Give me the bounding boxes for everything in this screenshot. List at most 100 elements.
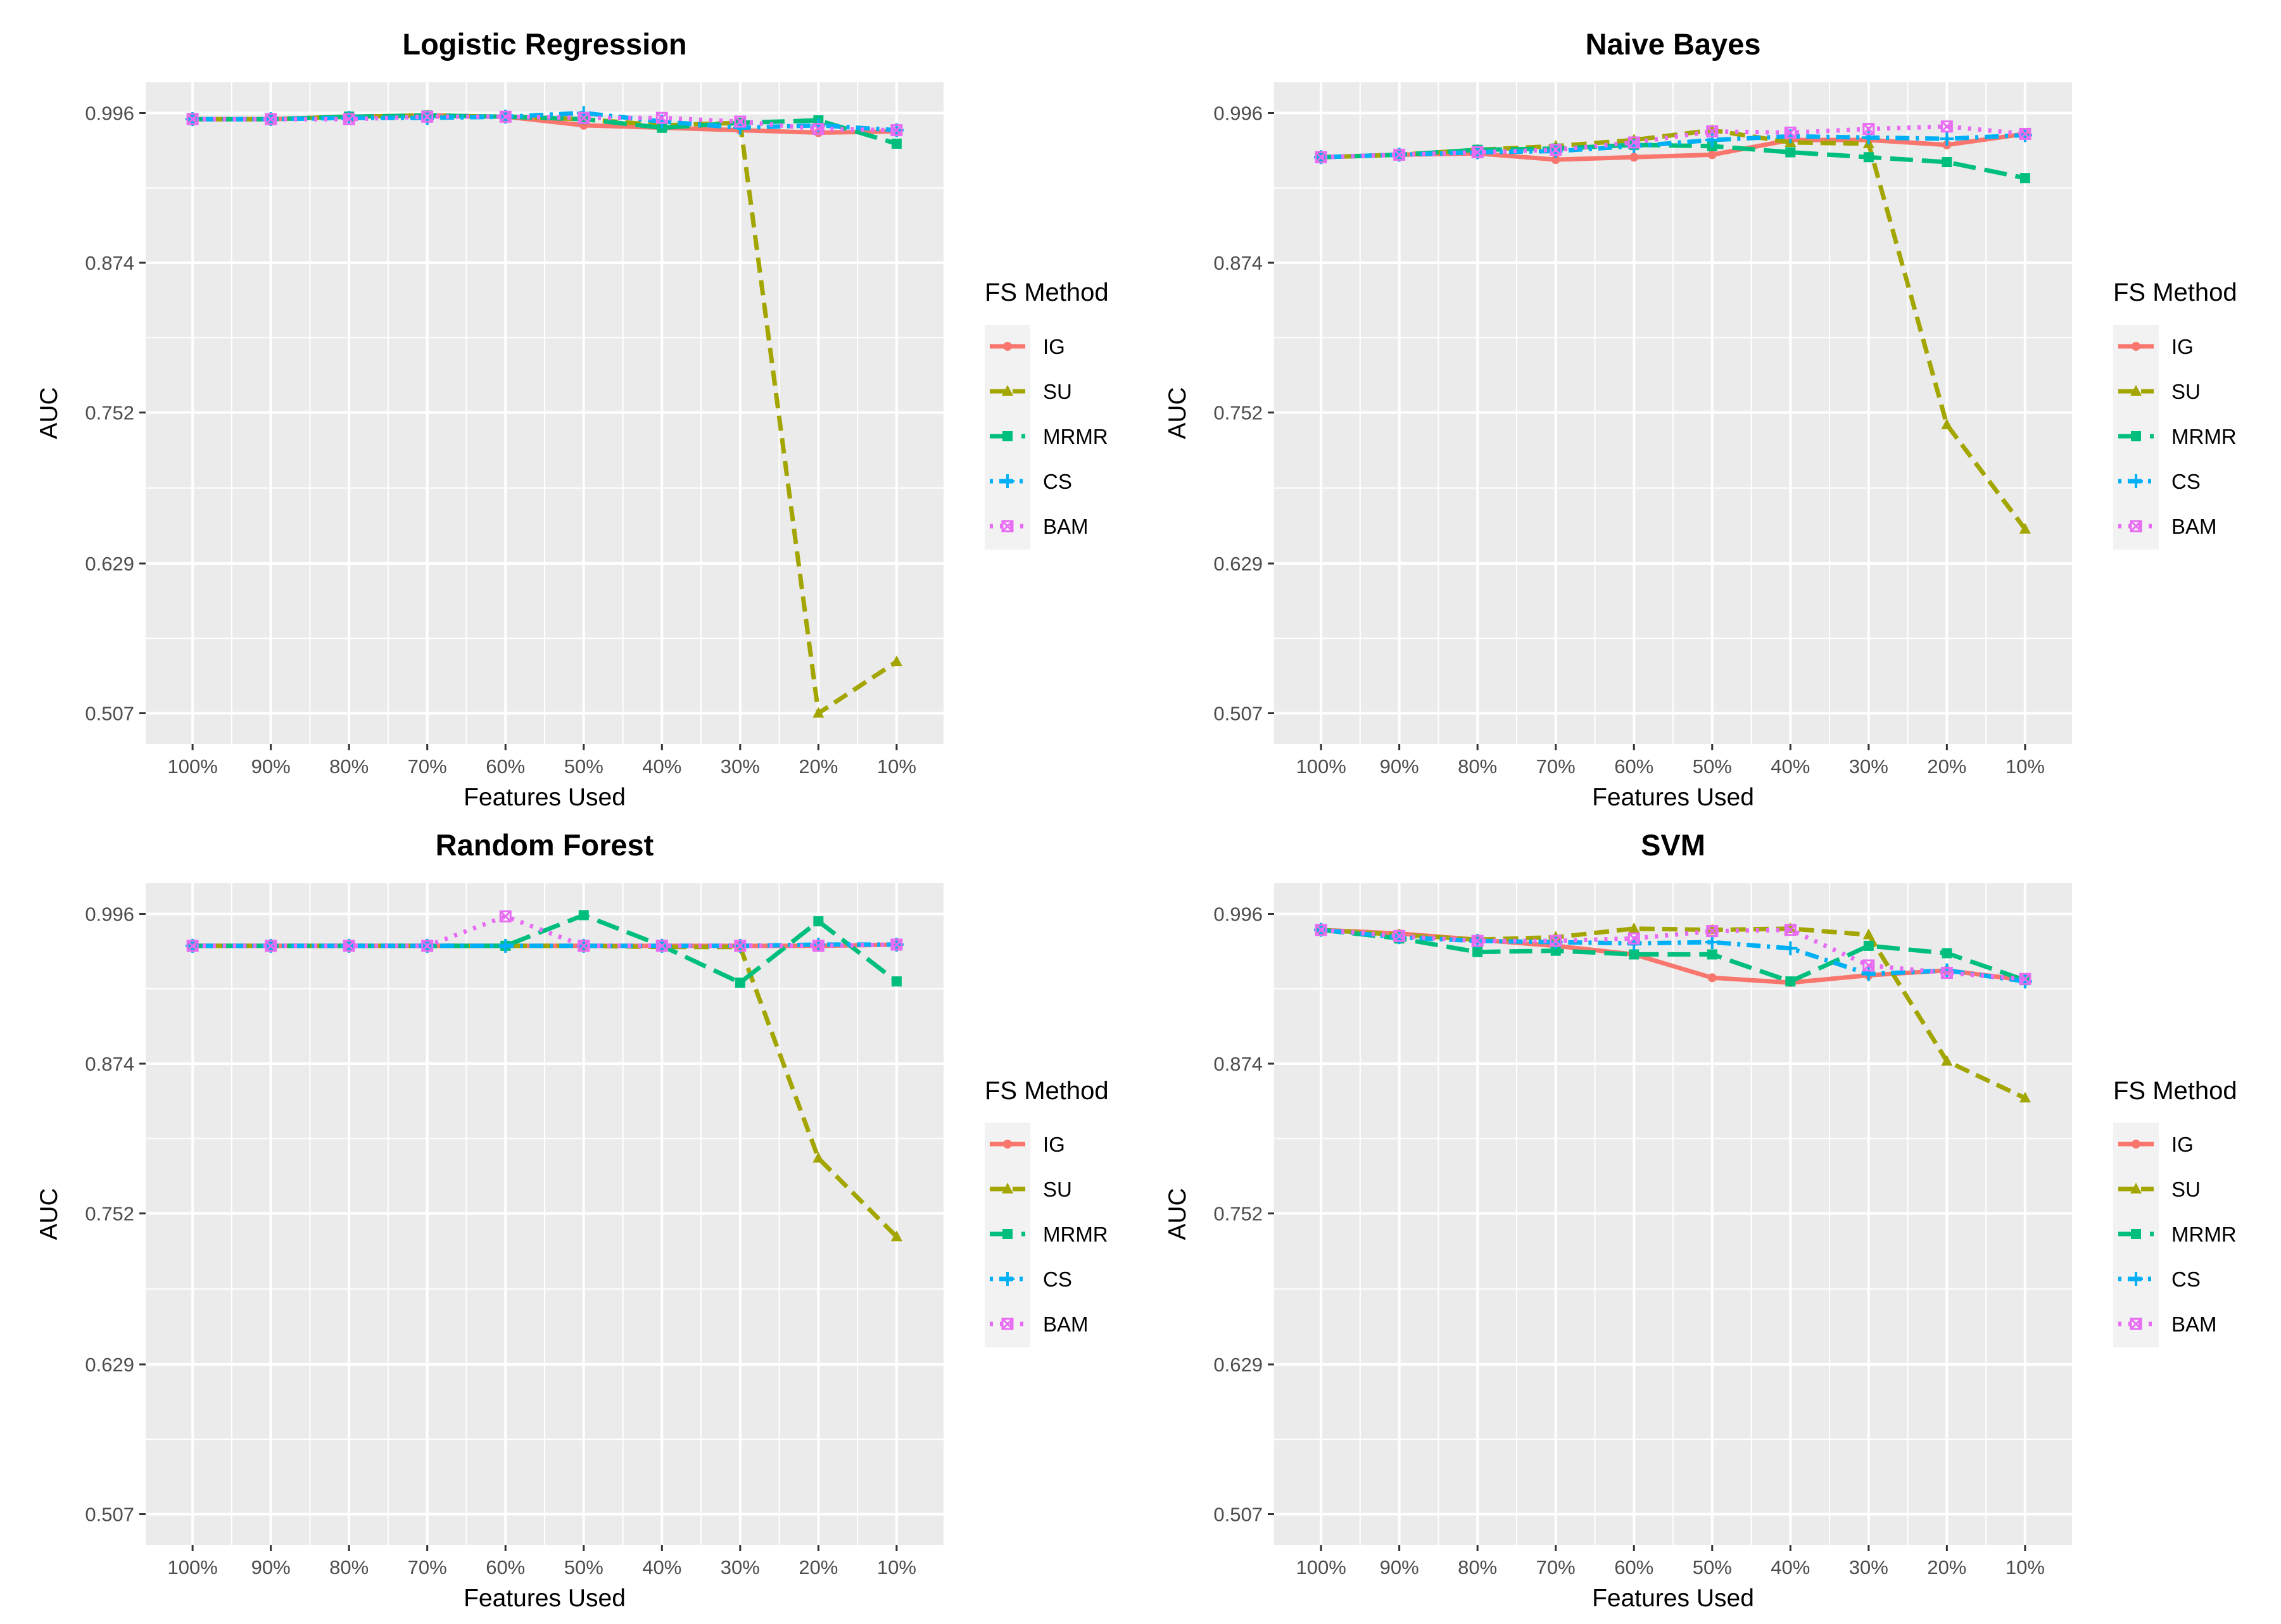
y-axis-label: AUC (35, 1188, 63, 1240)
data-point-su (1941, 418, 1953, 429)
data-point-su (890, 655, 902, 667)
x-tick-label: 80% (329, 1556, 369, 1578)
legend-title: FS Method (2113, 279, 2237, 306)
data-point-mrmr (1863, 152, 1874, 163)
chart-title: Naive Bayes (1586, 27, 1761, 61)
legend: FS Method IG SU MRMR CS BAM (2113, 279, 2237, 550)
plot-area (1314, 922, 2032, 1103)
legend-key-marker (2132, 342, 2140, 351)
y-tick-label: 0.629 (1213, 1354, 1263, 1376)
y-axis-label: AUC (1164, 387, 1191, 439)
legend-title: FS Method (985, 279, 1109, 306)
legend-label-su: SU (2171, 380, 2201, 403)
x-tick-label: 60% (486, 1556, 525, 1578)
data-point-bam (1471, 935, 1484, 947)
legend-key-marker (2131, 1229, 2141, 1239)
x-tick-label: 10% (2006, 755, 2045, 777)
data-point-su (1941, 1055, 1953, 1066)
data-point-cs (1705, 133, 1719, 148)
panel-3: 0.507 0.629 0.752 0.874 0.996 100% 90% 80% 70% 60… (1164, 828, 2237, 1612)
x-tick-label: 30% (1849, 755, 1888, 777)
x-tick-label: 90% (251, 1556, 291, 1578)
series-line-cs (193, 942, 897, 948)
data-point-bam (186, 940, 199, 952)
data-point-mrmr (1785, 976, 1796, 987)
x-tick-label: 20% (1927, 755, 1966, 777)
x-tick-label: 100% (1296, 1556, 1346, 1578)
x-tick-label: 10% (877, 1556, 916, 1578)
panel-0: 0.507 0.629 0.752 0.874 0.996 100% 90% 80% 70% 60… (35, 27, 1109, 811)
data-point-bam (812, 123, 825, 135)
y-tick-label: 0.629 (85, 1354, 134, 1376)
x-tick-label: 30% (721, 1556, 760, 1578)
data-point-bam (1706, 925, 1719, 938)
y-tick-label: 0.752 (85, 402, 134, 424)
data-point-bam (1550, 144, 1562, 156)
plot-area (186, 106, 904, 718)
data-point-bam (265, 940, 277, 952)
panel-2: 0.507 0.629 0.752 0.874 0.996 100% 90% 80% 70% 60… (35, 828, 1109, 1612)
legend-title: FS Method (985, 1077, 1109, 1105)
legend-label-cs: CS (2171, 470, 2201, 493)
legend-label-cs: CS (1043, 470, 1072, 493)
x-tick-label: 40% (642, 1556, 681, 1578)
legend-label-su: SU (2171, 1178, 2201, 1201)
y-tick-label: 0.752 (1213, 1203, 1263, 1225)
legend-key-marker (2130, 1183, 2142, 1193)
x-tick-label: 60% (486, 755, 525, 777)
legend-label-mrmr: MRMR (1043, 425, 1108, 448)
data-point-mrmr (891, 976, 902, 987)
legend-label-cs: CS (2171, 1268, 2201, 1291)
x-tick-label: 50% (1693, 755, 1732, 777)
data-point-ig (1629, 153, 1639, 162)
data-point-mrmr (1863, 940, 1874, 951)
x-tick-label: 60% (1614, 755, 1653, 777)
data-point-bam (421, 940, 434, 952)
data-point-bam (1940, 120, 1953, 133)
data-point-bam (655, 111, 668, 124)
x-tick-label: 50% (564, 755, 603, 777)
legend-key-marker (2130, 1318, 2142, 1330)
legend-key-marker (2132, 1140, 2140, 1149)
data-point-cs (498, 938, 513, 953)
x-axis-label: Features Used (1592, 784, 1754, 811)
data-point-cs (1705, 935, 1719, 950)
legend-key-marker (2129, 1272, 2143, 1286)
x-tick-label: 40% (1771, 1556, 1810, 1578)
x-tick-label: 20% (799, 755, 838, 777)
data-point-bam (1471, 146, 1484, 159)
data-point-cs (1861, 967, 1876, 981)
legend-key-marker (1002, 385, 1013, 396)
panel-1: 0.507 0.629 0.752 0.874 0.996 100% 90% 80% 70% 60… (1164, 27, 2237, 811)
x-axis-label: Features Used (1592, 1585, 1754, 1612)
legend-key-marker (2130, 385, 2142, 396)
legend-key-marker (1001, 1272, 1014, 1286)
series-line-mrmr (1320, 142, 2026, 180)
y-tick-label: 0.629 (1213, 553, 1263, 575)
data-point-bam (1315, 151, 1327, 163)
legend-label-bam: BAM (2171, 1312, 2217, 1336)
legend-key-marker (1002, 1229, 1013, 1239)
x-tick-label: 30% (1849, 1556, 1888, 1578)
data-point-mrmr (578, 910, 589, 921)
x-tick-label: 50% (1693, 1556, 1732, 1578)
legend-label-ig: IG (2171, 1133, 2194, 1156)
legend: FS Method IG SU MRMR CS BAM (985, 1077, 1109, 1347)
data-point-bam (343, 113, 355, 125)
legend-label-bam: BAM (1043, 1312, 1089, 1336)
data-point-bam (1550, 935, 1562, 947)
x-tick-label: 70% (408, 755, 447, 777)
data-point-mrmr (1942, 948, 1952, 959)
data-point-mrmr (1629, 949, 1640, 960)
data-point-bam (1784, 126, 1797, 139)
data-point-su (812, 707, 825, 718)
data-point-mrmr (1942, 157, 1952, 168)
data-point-bam (655, 940, 668, 952)
data-point-bam (1940, 967, 1953, 979)
data-point-bam (1706, 125, 1719, 138)
data-point-bam (1862, 959, 1875, 972)
legend-key-marker (1002, 431, 1013, 441)
data-point-bam (1627, 932, 1640, 945)
legend: FS Method IG SU MRMR CS BAM (2113, 1077, 2237, 1347)
